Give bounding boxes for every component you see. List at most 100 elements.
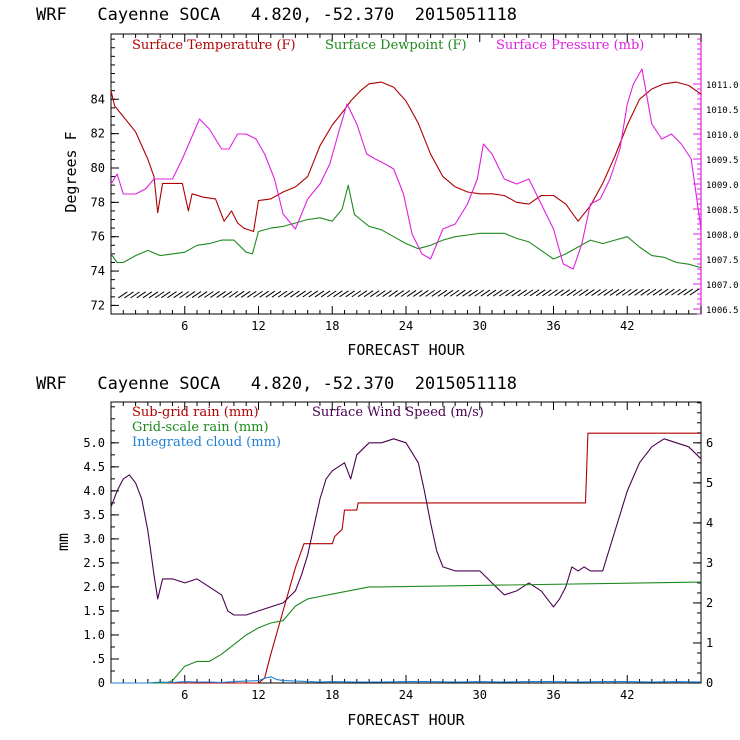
- x-tick-label: 30: [473, 688, 487, 702]
- wind-barb: [363, 290, 374, 298]
- wind-barb: [394, 290, 405, 297]
- panel1-legend: Surface Temperature (F) Surface Dewpoint…: [132, 38, 644, 53]
- y2-tick-label: 1006.5: [706, 306, 739, 316]
- wind-barb: [339, 290, 349, 298]
- panel1-title: WRF Cayenne SOCA 4.820, -52.370 20150511…: [36, 5, 517, 25]
- wind-barb: [431, 289, 442, 297]
- wind-barb: [124, 291, 134, 299]
- wind-barb: [191, 291, 202, 298]
- legend-surface-temperature: Surface Temperature (F): [132, 38, 296, 53]
- y2-tick-label: 1009.0: [706, 181, 739, 191]
- wind-barb: [505, 289, 515, 297]
- y2-tick-label: 0: [706, 676, 713, 690]
- wind-barb: [228, 290, 239, 298]
- wind-barb: [585, 289, 595, 296]
- wind-barb: [148, 291, 159, 299]
- wind-barb: [320, 290, 331, 298]
- wind-barb: [314, 290, 325, 298]
- wind-barb: [400, 290, 411, 297]
- wind-barb: [210, 291, 220, 298]
- wind-barb: [449, 289, 460, 297]
- wind-barb: [640, 288, 650, 296]
- x-tick-label: 36: [546, 319, 560, 333]
- wind-barb: [234, 290, 245, 298]
- wind-barb: [511, 289, 521, 297]
- y-tick-label: 2.5: [83, 556, 105, 570]
- wind-barb: [689, 288, 700, 296]
- x-tick-label: 30: [473, 319, 487, 333]
- series-grid-scale-rain: [111, 581, 702, 684]
- panel2-x-axis-label: FORECAST HOUR: [347, 711, 465, 729]
- wind-barb: [406, 290, 417, 297]
- panel2-y-ticks: 0 .5 1.0 1.5 2.0 2.5 3.0 3.5 4.0 4.5 5.0: [83, 406, 119, 690]
- wind-barb: [658, 288, 669, 296]
- wind-barb: [634, 288, 644, 296]
- x-tick-label: 6: [181, 319, 188, 333]
- wind-barb: [425, 289, 435, 297]
- y2-tick-label: 5: [706, 476, 713, 490]
- wind-barb: [572, 289, 583, 297]
- wind-barb: [154, 291, 165, 299]
- y-tick-label: 72: [91, 298, 105, 312]
- wind-barb: [591, 289, 601, 296]
- x-tick-label: 36: [546, 688, 560, 702]
- series-surface-dewpoint: [110, 184, 702, 269]
- y-tick-label: 3.5: [83, 508, 105, 522]
- wind-barb: [345, 290, 355, 298]
- wind-barb: [388, 290, 398, 297]
- y2-tick-label: 1008.5: [706, 206, 739, 216]
- wind-barb: [265, 290, 276, 298]
- y-tick-label: 84: [91, 92, 105, 106]
- y2-tick-label: 2: [706, 596, 713, 610]
- y-tick-label: .5: [91, 652, 105, 666]
- y2-tick-label: 1008.0: [706, 231, 739, 241]
- wind-barb: [357, 290, 368, 298]
- wind-barb: [197, 291, 208, 298]
- wind-barb: [621, 288, 632, 296]
- y2-tick-label: 3: [706, 556, 713, 570]
- y2-tick-label: 6: [706, 436, 713, 450]
- wind-barb: [222, 290, 233, 298]
- panel2-legend: Sub-grid rain (mm) Surface Wind Speed (m…: [132, 405, 484, 450]
- wind-barb: [664, 288, 675, 296]
- wind-barb: [413, 290, 423, 297]
- y-tick-label: 76: [91, 230, 105, 244]
- wind-barb: [677, 288, 687, 296]
- wind-barb: [499, 289, 509, 297]
- x-tick-label: 24: [399, 319, 413, 333]
- y-tick-label: 1.0: [83, 628, 105, 642]
- y-tick-label: 0: [98, 676, 105, 690]
- precipitation-panel: WRF Cayenne SOCA 4.820, -52.370 20150511…: [36, 374, 713, 729]
- wind-barb: [548, 289, 558, 297]
- wind-barb: [376, 290, 386, 298]
- wind-barb: [609, 289, 620, 296]
- y-tick-label: 78: [91, 195, 105, 209]
- wind-barb: [136, 291, 147, 299]
- wind-barb: [597, 289, 607, 296]
- x-tick-label: 42: [620, 688, 634, 702]
- y-tick-label: 2.0: [83, 580, 105, 594]
- panel1-x-ticks: 6 12 18 24 30 36 42: [110, 34, 702, 333]
- wind-barb: [204, 291, 214, 298]
- wind-barb: [277, 290, 288, 298]
- panel1-x-axis-label: FORECAST HOUR: [347, 341, 465, 359]
- x-tick-label: 12: [251, 319, 265, 333]
- panel1-right-ticks: 1006.5 1007.0 1007.5 1008.0 1008.5 1009.0 1009…: [693, 38, 739, 316]
- y2-tick-label: 4: [706, 516, 713, 530]
- x-tick-label: 24: [399, 688, 413, 702]
- wind-barb: [185, 291, 196, 299]
- wind-barb: [554, 289, 564, 297]
- wind-barb: [382, 290, 392, 298]
- y2-tick-label: 1010.0: [706, 131, 739, 141]
- y-tick-label: 1.5: [83, 604, 105, 618]
- series-surface-pressure: [110, 68, 702, 270]
- wind-barb: [517, 289, 528, 297]
- panel1-series: [110, 68, 702, 270]
- wind-barb: [603, 289, 614, 296]
- wind-barb: [216, 291, 226, 298]
- wind-barb: [173, 291, 183, 299]
- wind-barb: [628, 288, 638, 296]
- series-surface-wind-speed: [110, 438, 702, 616]
- y2-tick-label: 1011.0: [706, 81, 739, 91]
